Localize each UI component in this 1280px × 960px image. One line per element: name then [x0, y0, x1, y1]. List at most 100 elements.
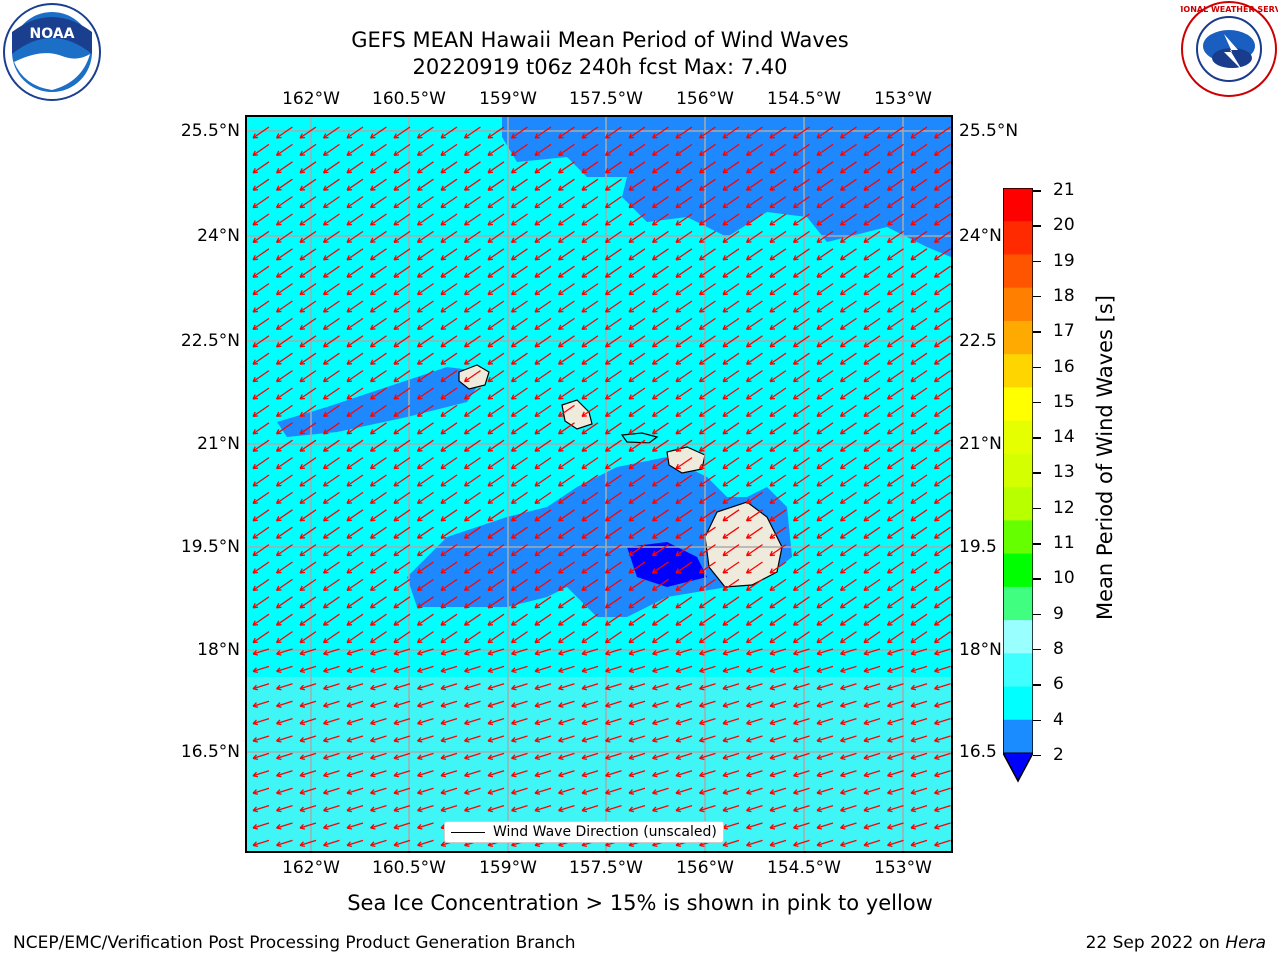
colorbar-tick-mark: [1033, 331, 1041, 333]
wind-arrow: [769, 457, 787, 470]
wind-arrow: [886, 404, 904, 418]
wind-arrow: [816, 352, 834, 365]
wind-arrow: [299, 265, 317, 278]
wind-arrow: [581, 787, 599, 795]
wind-arrow: [581, 300, 599, 313]
wind-arrow: [910, 613, 928, 626]
wind-arrow: [933, 491, 951, 505]
colorbar-tick-mark: [1033, 437, 1041, 439]
wind-arrow: [393, 161, 411, 174]
wind-arrow: [417, 787, 434, 795]
wind-arrow: [886, 248, 904, 261]
wind-arrow: [933, 387, 951, 400]
wind-arrow: [393, 526, 411, 539]
wind-arrow: [910, 770, 928, 778]
wind-arrow: [675, 544, 693, 557]
wind-arrow: [322, 300, 340, 313]
wind-arrow: [440, 352, 458, 365]
colorbar-tick-mark: [1033, 260, 1041, 263]
wind-arrow: [934, 839, 951, 848]
wind-arrow: [370, 770, 387, 778]
wind-arrow: [933, 283, 951, 296]
wind-arrow: [322, 439, 340, 452]
wind-arrow: [346, 770, 364, 778]
wind-arrow: [346, 631, 364, 644]
wind-arrow: [370, 648, 387, 656]
wind-arrow: [675, 648, 693, 656]
wind-arrow: [487, 196, 505, 209]
wind-arrow: [698, 474, 716, 487]
wind-arrow: [322, 404, 340, 418]
wind-arrow: [652, 752, 669, 761]
wind-arrow: [604, 422, 622, 435]
wind-arrow: [722, 387, 740, 400]
wind-arrow: [910, 561, 928, 574]
wind-arrow: [816, 491, 834, 505]
wind-arrow: [745, 561, 763, 574]
wind-arrow: [416, 474, 434, 487]
wind-arrow: [722, 648, 740, 656]
wind-arrow: [393, 143, 411, 157]
wind-arrow: [604, 196, 622, 209]
wind-arrow: [745, 457, 763, 470]
wind-arrow: [910, 491, 928, 505]
wind-arrow: [346, 457, 364, 470]
wind-arrow: [558, 648, 575, 656]
wind-arrow: [534, 578, 552, 592]
wind-arrow: [510, 526, 528, 539]
wind-arrow: [369, 265, 387, 278]
wind-arrow: [487, 300, 505, 313]
wind-arrow: [322, 265, 340, 278]
wind-arrow: [792, 613, 810, 626]
wind-arrow: [275, 248, 293, 261]
colorbar-swatch: [1003, 453, 1033, 488]
colorbar-tick-label: 9: [1053, 603, 1064, 624]
wind-arrow: [698, 126, 716, 139]
wind-arrow: [581, 752, 599, 761]
wind-arrow: [276, 700, 293, 708]
wind-arrow: [604, 526, 622, 539]
wind-arrow: [346, 161, 364, 174]
wind-arrow: [863, 439, 881, 452]
wind-arrow: [886, 213, 904, 226]
wind-arrow: [370, 752, 387, 761]
wind-arrow: [322, 248, 340, 261]
wind-arrow: [722, 839, 740, 848]
wind-arrow: [323, 770, 340, 778]
wind-arrow: [675, 700, 693, 708]
wind-arrow: [299, 300, 317, 313]
wind-arrow: [699, 665, 716, 674]
wind-arrow: [863, 265, 881, 278]
wind-arrow: [487, 161, 505, 174]
wind-arrow: [323, 804, 340, 813]
wind-arrow: [275, 422, 293, 435]
wind-arrow: [933, 422, 951, 435]
wind-arrow: [416, 213, 434, 226]
wind-arrow: [510, 300, 528, 313]
wind-arrow: [628, 317, 646, 331]
wind-arrow: [322, 178, 340, 191]
wind-arrow: [910, 665, 928, 674]
wind-arrow: [628, 457, 646, 470]
top-lon-tick: 159°W: [479, 89, 537, 109]
wind-arrow: [769, 700, 787, 708]
wind-arrow: [604, 317, 622, 331]
wind-arrow: [675, 439, 693, 452]
wind-arrow: [675, 578, 693, 592]
wind-arrow: [487, 509, 505, 522]
wind-arrow: [675, 126, 693, 139]
wind-arrow: [299, 439, 317, 452]
wind-arrow: [722, 439, 740, 452]
wind-arrow: [534, 735, 552, 743]
wind-arrow: [933, 370, 951, 383]
wind-arrow: [252, 265, 270, 278]
wind-arrow: [886, 439, 904, 452]
colorbar-tick-label: 2: [1053, 744, 1064, 765]
wind-arrow: [534, 526, 552, 539]
wind-arrow: [299, 613, 317, 626]
wind-arrow: [581, 387, 599, 400]
wind-arrow: [722, 213, 740, 226]
wind-arrow: [510, 196, 528, 209]
wind-arrow: [275, 631, 293, 644]
wind-arrow: [746, 700, 763, 708]
